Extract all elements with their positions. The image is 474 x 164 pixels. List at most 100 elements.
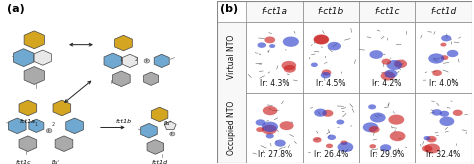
Circle shape	[264, 36, 275, 43]
Circle shape	[321, 72, 331, 78]
Text: Ir: 4.2%: Ir: 4.2%	[373, 80, 402, 89]
Circle shape	[390, 131, 405, 141]
Circle shape	[274, 140, 286, 147]
Circle shape	[387, 60, 402, 70]
Bar	[415, 92, 472, 163]
Circle shape	[368, 104, 376, 109]
Circle shape	[283, 65, 296, 73]
Polygon shape	[53, 100, 71, 116]
Bar	[415, 22, 472, 92]
Circle shape	[394, 60, 407, 68]
Polygon shape	[164, 121, 176, 130]
Bar	[246, 92, 303, 163]
Circle shape	[428, 53, 444, 64]
Circle shape	[311, 62, 318, 67]
Text: 2: 2	[52, 122, 55, 127]
Polygon shape	[19, 100, 36, 116]
Circle shape	[262, 125, 277, 134]
Circle shape	[144, 59, 150, 63]
Circle shape	[381, 71, 395, 81]
Polygon shape	[112, 71, 130, 87]
Text: fct1d: fct1d	[152, 160, 168, 164]
Text: Ir: 32.4%: Ir: 32.4%	[426, 150, 461, 159]
Text: Occupied NTO: Occupied NTO	[228, 101, 236, 155]
Circle shape	[262, 122, 278, 132]
Bar	[359, 92, 415, 163]
Circle shape	[440, 43, 447, 47]
Bar	[359, 1, 415, 22]
Circle shape	[170, 132, 175, 136]
Bar	[415, 1, 472, 22]
Bar	[303, 1, 359, 22]
Circle shape	[328, 135, 336, 140]
Text: f-ct1c: f-ct1c	[374, 7, 400, 16]
Circle shape	[326, 144, 333, 148]
Circle shape	[388, 115, 404, 125]
Polygon shape	[115, 35, 132, 51]
Polygon shape	[147, 140, 164, 154]
Text: Ir: 29.9%: Ir: 29.9%	[370, 150, 404, 159]
Circle shape	[269, 44, 275, 48]
Bar	[217, 22, 246, 163]
Circle shape	[439, 111, 449, 117]
Polygon shape	[122, 54, 137, 68]
Circle shape	[257, 42, 266, 48]
Polygon shape	[19, 136, 36, 152]
Text: f-ct1b: f-ct1b	[318, 7, 344, 16]
Text: f-ct1d: f-ct1d	[430, 7, 456, 16]
Text: 1: 1	[35, 122, 38, 127]
Circle shape	[432, 70, 442, 76]
Circle shape	[369, 144, 376, 148]
Text: (b): (b)	[220, 4, 238, 14]
Text: (a): (a)	[7, 4, 24, 14]
Circle shape	[280, 121, 293, 130]
Text: Ir: 27.8%: Ir: 27.8%	[257, 150, 292, 159]
Circle shape	[328, 42, 341, 50]
Circle shape	[314, 35, 328, 44]
Text: fct1a: fct1a	[20, 119, 36, 124]
Circle shape	[313, 34, 329, 44]
Text: Ir: 4.3%: Ir: 4.3%	[260, 80, 289, 89]
Circle shape	[340, 140, 347, 145]
Polygon shape	[13, 49, 34, 67]
Polygon shape	[29, 119, 44, 133]
Circle shape	[283, 37, 299, 47]
Circle shape	[46, 129, 52, 133]
Polygon shape	[34, 50, 51, 65]
Circle shape	[439, 117, 454, 126]
Text: Virtual NTO: Virtual NTO	[228, 35, 236, 79]
Circle shape	[424, 136, 430, 140]
Circle shape	[369, 50, 383, 59]
Polygon shape	[66, 118, 83, 134]
Circle shape	[370, 113, 386, 123]
Circle shape	[422, 145, 432, 152]
Text: Bu': Bu'	[164, 121, 172, 126]
Circle shape	[441, 35, 451, 41]
Bar	[359, 22, 415, 92]
Text: f-ct1a: f-ct1a	[262, 7, 288, 16]
Circle shape	[380, 144, 392, 151]
Polygon shape	[104, 53, 122, 69]
Circle shape	[363, 122, 378, 132]
Circle shape	[265, 133, 274, 139]
Text: 1: 1	[120, 57, 123, 62]
Text: Ir: Ir	[171, 132, 174, 136]
Bar	[303, 22, 359, 92]
Text: Bu': Bu'	[52, 160, 59, 164]
Circle shape	[432, 109, 442, 116]
Circle shape	[337, 142, 353, 152]
Polygon shape	[9, 118, 26, 134]
Circle shape	[424, 144, 440, 154]
Circle shape	[447, 50, 458, 57]
Text: Ir: 4.0%: Ir: 4.0%	[428, 80, 458, 89]
Circle shape	[382, 59, 391, 65]
Circle shape	[255, 119, 265, 126]
Polygon shape	[141, 123, 157, 138]
Circle shape	[313, 137, 322, 143]
Text: Ir: 4.5%: Ir: 4.5%	[316, 80, 346, 89]
Text: fct1b: fct1b	[115, 119, 131, 124]
Circle shape	[337, 120, 344, 124]
Polygon shape	[24, 31, 45, 49]
Text: Ir: 26.4%: Ir: 26.4%	[314, 150, 348, 159]
Text: 2: 2	[135, 57, 138, 62]
